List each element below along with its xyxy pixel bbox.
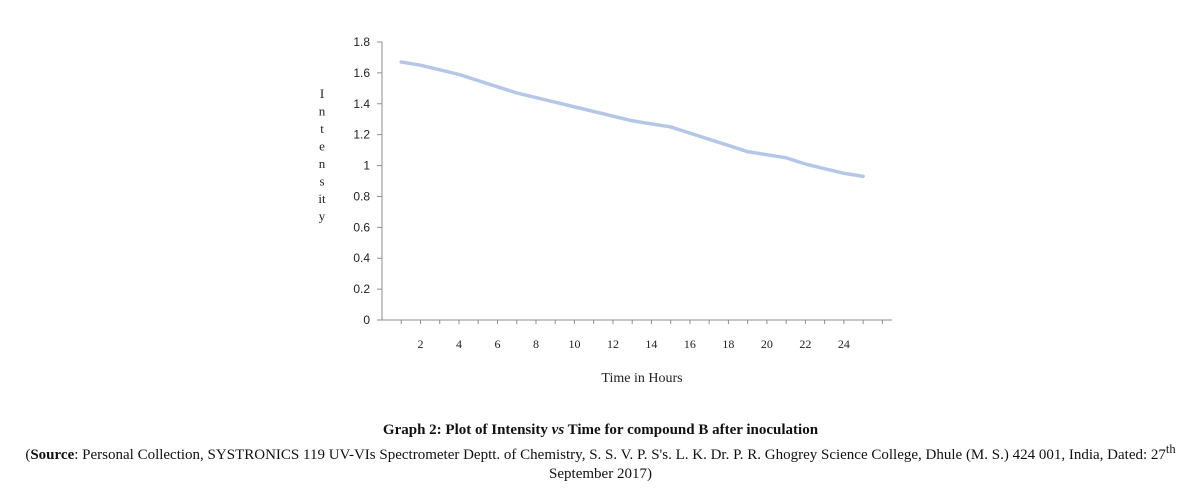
x-tick-label: 8 — [533, 337, 539, 351]
y-tick-label: 1 — [363, 159, 370, 173]
y-axis-title-letter: n — [319, 104, 326, 119]
caption-source: (Source: Personal Collection, SYSTRONICS… — [25, 442, 1176, 482]
x-tick-label: 12 — [607, 337, 619, 351]
caption-title-vs: vs — [551, 422, 565, 438]
y-axis-title-letter: s — [319, 174, 324, 189]
x-axis: 2 4 6 8 10 12 14 16 18 20 22 24 — [382, 319, 892, 351]
caption-source-label: Source — [30, 447, 75, 463]
y-tick-label: 0.6 — [353, 220, 370, 234]
y-tick-label: 0.8 — [353, 189, 370, 203]
x-tick-label: 16 — [684, 337, 696, 351]
series-line — [399, 60, 865, 179]
y-axis-title-letter: y — [319, 209, 326, 224]
x-tick-label: 2 — [417, 337, 423, 351]
x-tick-label: 4 — [456, 337, 462, 351]
y-tick-label: 0.4 — [353, 251, 370, 265]
x-axis-title: Time in Hours — [601, 371, 682, 386]
y-tick-label: 1.4 — [353, 97, 370, 111]
x-tick-label: 6 — [494, 337, 500, 351]
y-tick-label: 0 — [363, 313, 370, 327]
y-axis: 0 0.2 0.4 0.6 0.8 1 1.2 1.4 1.6 1.8 — [353, 35, 383, 327]
caption-title-start: Graph 2: Plot of Intensity — [382, 422, 552, 438]
y-tick-label: 0.2 — [353, 282, 370, 296]
x-tick-label: 22 — [799, 337, 811, 351]
y-axis-title-letter: n — [319, 156, 326, 171]
figure-caption: Graph 2: Plot of Intensity vs Time for c… — [20, 421, 1181, 484]
caption-source-sup: th — [1165, 442, 1176, 456]
y-axis-title-letter: e — [319, 139, 325, 154]
x-tick-label: 20 — [761, 337, 773, 351]
x-tick-label: 24 — [838, 337, 850, 351]
series-lines — [399, 60, 865, 179]
caption-source-end: September 2017) — [549, 466, 652, 482]
y-tick-label: 1.8 — [353, 35, 370, 49]
y-axis-title-letter: I — [320, 86, 324, 101]
caption-title-end: Time for compound B after inoculation — [564, 422, 819, 438]
y-axis-title: Intensity — [318, 86, 326, 224]
y-axis-title-letter: it — [318, 191, 326, 206]
x-tick-label: 10 — [568, 337, 580, 351]
caption-source-text: Personal Collection, SYSTRONICS 119 UV-V… — [82, 447, 1166, 463]
x-tick-label: 18 — [722, 337, 734, 351]
y-tick-label: 1.6 — [353, 66, 370, 80]
x-tick-label: 14 — [645, 337, 657, 351]
y-tick-label: 1.2 — [353, 128, 370, 142]
y-axis-title-letter: t — [320, 121, 324, 136]
caption-title: Graph 2: Plot of Intensity vs Time for c… — [20, 421, 1181, 440]
